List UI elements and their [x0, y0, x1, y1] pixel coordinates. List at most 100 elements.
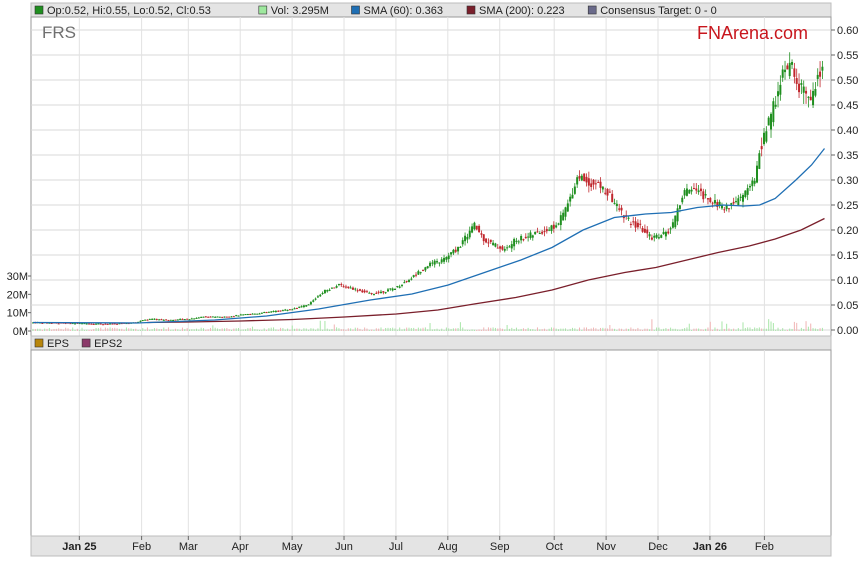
candle-body	[312, 300, 315, 302]
candle-body	[97, 323, 100, 325]
candle-body	[454, 249, 457, 252]
candle-body	[419, 272, 422, 274]
candle-body	[370, 293, 373, 295]
sma60-line	[32, 148, 826, 324]
candle-body	[155, 319, 158, 321]
candle-body	[450, 252, 453, 255]
candle-body	[253, 313, 256, 315]
legend-item: Vol: 3.295M	[271, 5, 329, 17]
gridlines	[31, 17, 831, 336]
candle-body	[751, 180, 754, 187]
candle-body	[144, 319, 147, 321]
candle-body	[545, 229, 548, 232]
candle-body	[611, 193, 614, 203]
candle-body	[667, 231, 670, 234]
candle-body	[641, 228, 644, 232]
candle-body	[223, 316, 226, 318]
candle-body	[669, 228, 672, 230]
candle-body	[258, 313, 261, 315]
candle-body	[116, 323, 119, 325]
candle-body	[286, 309, 289, 311]
candle-body	[372, 293, 375, 295]
candle-body	[779, 84, 782, 95]
candle-body	[237, 315, 240, 317]
candle-body	[429, 262, 432, 267]
candle-body	[246, 314, 249, 316]
candle-body	[146, 319, 149, 321]
volume-bars	[32, 319, 823, 331]
candle-body	[819, 71, 822, 77]
candle-body	[634, 221, 637, 228]
legend-item: SMA (200): 0.223	[479, 5, 565, 17]
candle-body	[211, 316, 214, 318]
candle-body	[207, 316, 210, 318]
candle-body	[643, 228, 646, 233]
candle-body	[795, 78, 798, 84]
sma200-line	[147, 217, 825, 324]
candle-body	[174, 319, 177, 321]
candle-body	[655, 234, 658, 238]
candle-body	[377, 291, 380, 293]
candle-body	[713, 200, 716, 204]
candle-body	[326, 290, 329, 292]
candle-body	[753, 180, 756, 184]
candle-body	[328, 289, 331, 291]
x-tick-label: Feb	[132, 541, 151, 553]
candle-body	[92, 323, 95, 325]
candle-body	[412, 275, 415, 277]
candle-body	[524, 236, 527, 239]
candle-body	[784, 69, 787, 73]
candle-body	[232, 316, 235, 318]
candle-body	[576, 177, 579, 185]
candle-body	[737, 198, 740, 206]
candle-body	[770, 113, 773, 130]
candle-body	[566, 203, 569, 212]
candle-body	[298, 306, 301, 308]
candle-body	[398, 286, 401, 288]
x-tick-label: May	[282, 541, 303, 553]
legend-item: SMA (60): 0.363	[364, 5, 444, 17]
candle-body	[186, 318, 189, 320]
candle-body	[772, 101, 775, 123]
candle-body	[592, 179, 595, 185]
candle-body	[506, 247, 509, 249]
candle-body	[216, 316, 219, 318]
candle-body	[639, 223, 642, 225]
candle-body	[109, 323, 112, 325]
y-tick-label: 0.05	[837, 300, 858, 312]
candle-body	[302, 305, 305, 307]
candle-body	[293, 308, 296, 310]
candle-body	[71, 323, 74, 325]
candle-body	[48, 322, 51, 324]
brand-label: FNArena.com	[697, 23, 808, 43]
legend-swatch	[81, 338, 91, 348]
candle-body	[704, 194, 707, 196]
candle-body	[300, 306, 303, 308]
candle-body	[64, 322, 67, 324]
candle-body	[522, 239, 525, 241]
legend-swatch	[466, 5, 476, 15]
candle-body	[291, 309, 294, 311]
candle-body	[646, 229, 649, 234]
candle-body	[358, 289, 361, 291]
candle-body	[807, 96, 810, 98]
candle-body	[583, 173, 586, 182]
candle-body	[697, 190, 700, 193]
candle-body	[744, 190, 747, 197]
candle-body	[695, 188, 698, 191]
candle-body	[239, 314, 242, 316]
x-tick-label: Oct	[546, 541, 563, 553]
candle-body	[464, 235, 467, 242]
candle-body	[702, 191, 705, 200]
candle-body	[748, 186, 751, 188]
candle-body	[620, 207, 623, 211]
candle-body	[330, 287, 333, 289]
candle-body	[214, 316, 217, 318]
candle-body	[263, 312, 266, 314]
candle-body	[727, 208, 730, 210]
candle-body	[690, 189, 693, 192]
candle-body	[774, 104, 777, 107]
candle-body	[440, 259, 443, 263]
candle-body	[478, 225, 481, 233]
candle-body	[335, 286, 338, 288]
